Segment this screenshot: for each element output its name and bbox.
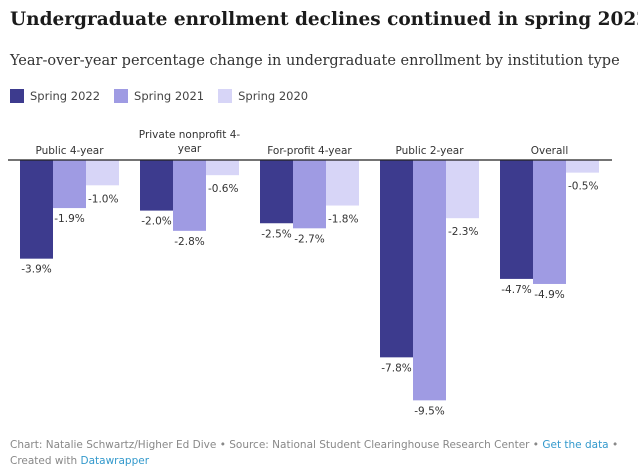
- bar-spring-2022: [20, 160, 53, 259]
- footer-credit: Chart: Natalie Schwartz/Higher Ed Dive •…: [10, 439, 543, 451]
- category-label: year: [178, 143, 202, 155]
- data-label: -0.6%: [208, 183, 238, 195]
- chart-legend: Spring 2022 Spring 2021 Spring 2020: [10, 89, 308, 103]
- legend-item-spring-2020: Spring 2020: [218, 89, 308, 103]
- bar-spring-2022: [380, 160, 413, 358]
- data-label: -0.5%: [568, 181, 598, 193]
- chart-title: Undergraduate enrollment declines contin…: [10, 9, 638, 30]
- bar-chart: Public 4-year -3.9% -1.9% -1.0% Private nonp…: [8, 129, 612, 417]
- data-label: -2.0%: [141, 216, 171, 228]
- data-label: -2.3%: [448, 226, 478, 238]
- datawrapper-link[interactable]: Datawrapper: [80, 455, 150, 467]
- data-label: -7.8%: [381, 362, 411, 374]
- footer-created-with: Created with: [10, 455, 81, 467]
- category-label: Public 4-year: [35, 145, 104, 157]
- data-label: -2.8%: [174, 236, 204, 248]
- data-label: -3.9%: [21, 264, 51, 276]
- bar-spring-2022: [500, 160, 533, 279]
- bar-spring-2020: [86, 160, 119, 186]
- data-label: -4.7%: [501, 284, 531, 296]
- category-label: Overall: [531, 145, 569, 157]
- footer-separator: •: [608, 439, 619, 451]
- bar-spring-2020: [446, 160, 479, 219]
- data-label: -1.0%: [88, 193, 118, 205]
- data-label: -2.5%: [261, 228, 291, 240]
- category-label: Public 2-year: [395, 145, 464, 157]
- bar-spring-2021: [533, 160, 566, 284]
- category-label: For-profit 4-year: [267, 145, 352, 157]
- bar-spring-2022: [260, 160, 293, 224]
- bar-spring-2021: [413, 160, 446, 401]
- chart-footer: Chart: Natalie Schwartz/Higher Ed Dive •…: [10, 437, 630, 469]
- legend-label-spring-2022: Spring 2022: [30, 89, 101, 103]
- legend-label-spring-2020: Spring 2020: [238, 89, 309, 103]
- legend-label-spring-2021: Spring 2021: [134, 89, 205, 103]
- data-label: -9.5%: [414, 405, 444, 417]
- legend-swatch-spring-2020: [218, 89, 233, 103]
- bar-spring-2020: [566, 160, 599, 173]
- bar-spring-2021: [173, 160, 206, 231]
- bar-spring-2022: [140, 160, 173, 211]
- bar-spring-2021: [53, 160, 86, 209]
- category-label: Private nonprofit 4-: [139, 129, 241, 141]
- legend-swatch-spring-2021: [114, 89, 129, 103]
- legend-item-spring-2021: Spring 2021: [114, 89, 204, 103]
- bar-spring-2020: [206, 160, 239, 176]
- data-label: -1.9%: [54, 213, 84, 225]
- bar-spring-2021: [293, 160, 326, 229]
- legend-swatch-spring-2022: [10, 89, 24, 103]
- data-label: -4.9%: [534, 289, 564, 301]
- data-label: -2.7%: [294, 233, 324, 245]
- bar-spring-2020: [326, 160, 359, 206]
- data-label: -1.8%: [328, 214, 358, 226]
- legend-item-spring-2022: Spring 2022: [10, 89, 100, 103]
- chart-subtitle: Year-over-year percentage change in unde…: [10, 53, 620, 69]
- get-the-data-link[interactable]: Get the data: [542, 439, 609, 451]
